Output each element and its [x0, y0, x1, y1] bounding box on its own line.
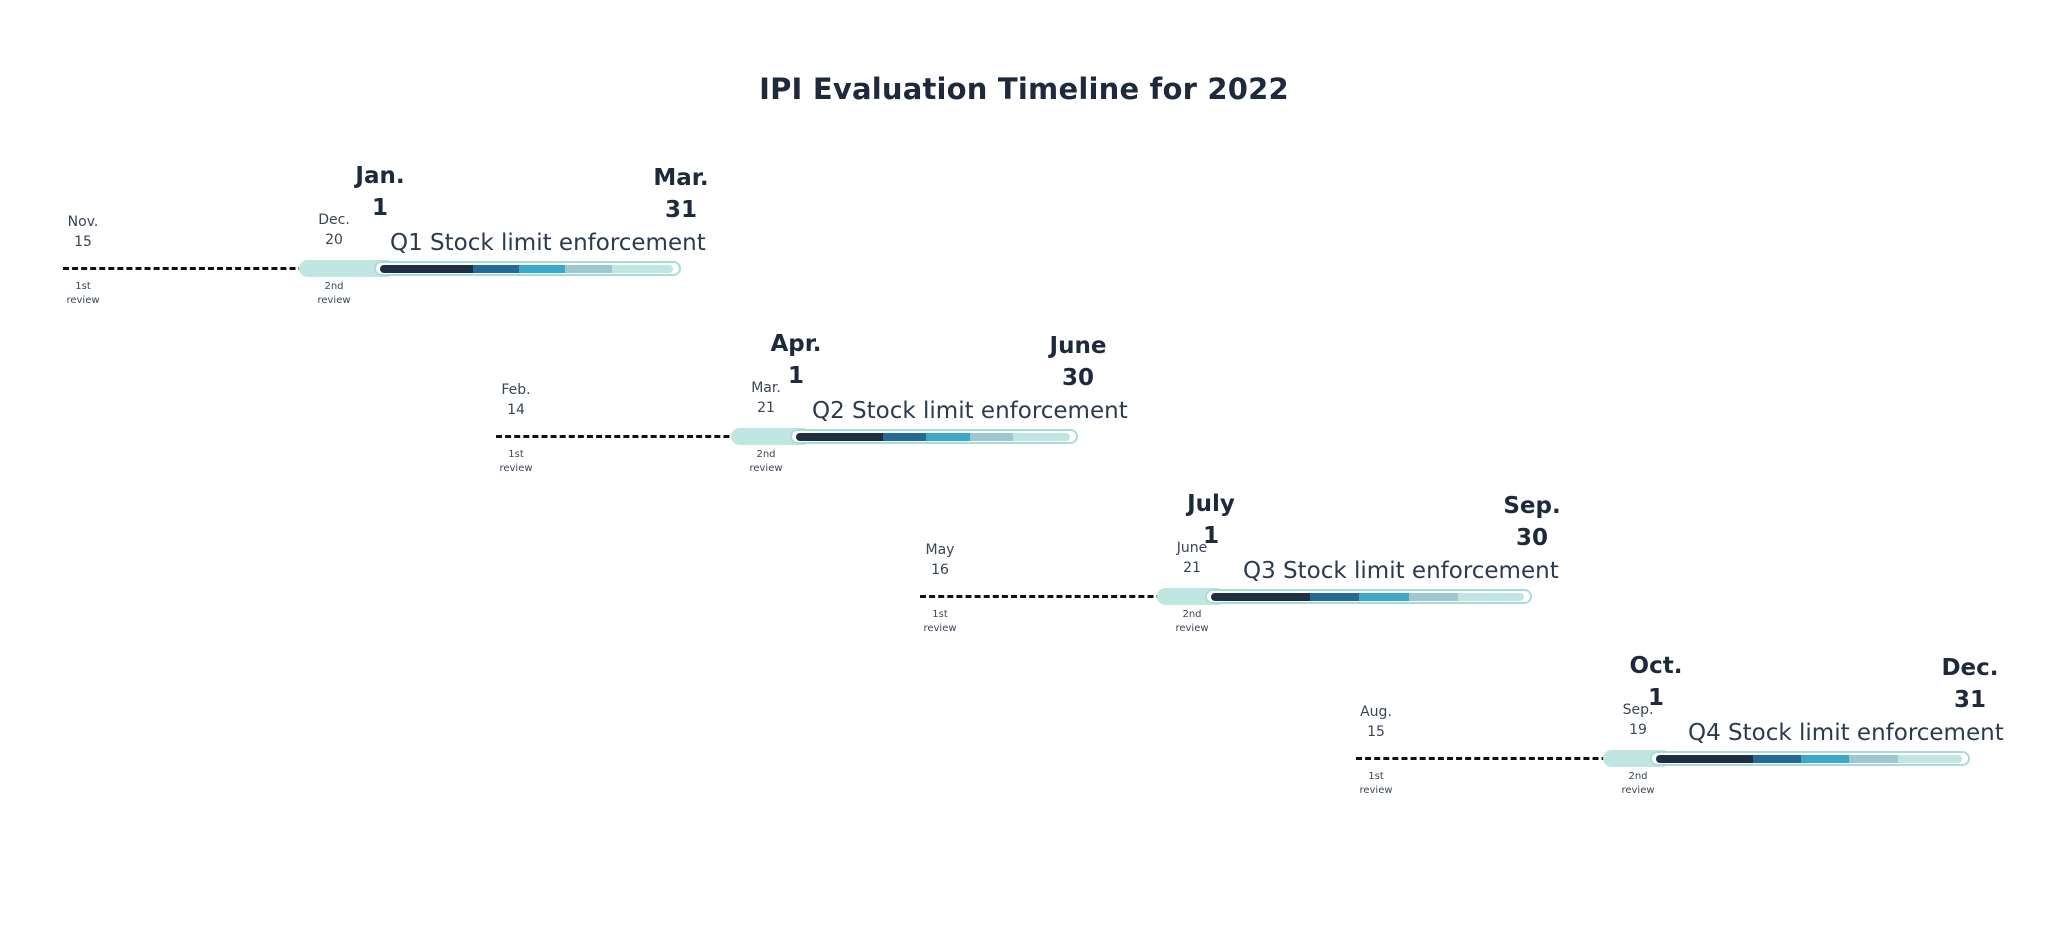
first-review-month: Aug.: [1360, 704, 1392, 720]
first-review-day: 15: [1367, 724, 1385, 740]
first-review-caption: 1st: [932, 609, 948, 620]
second-review-caption: 2nd: [1628, 771, 1648, 782]
page-title: IPI Evaluation Timeline for 2022: [759, 72, 1289, 106]
progress-band-3: [926, 433, 970, 441]
progress-band-5: [1457, 593, 1524, 601]
quarter-start-day: 1: [1202, 523, 1220, 549]
quarter-start-day: 1: [1647, 685, 1665, 711]
quarter-end-month: June: [1049, 333, 1107, 359]
enforcement-label: Q2 Stock limit enforcement: [812, 398, 1128, 424]
progress-band-4: [969, 433, 1013, 441]
first-review-day: 15: [74, 234, 92, 250]
progress-band-5: [611, 265, 673, 273]
second-review-caption: 2nd: [756, 449, 776, 460]
quarter-end-month: Dec.: [1941, 655, 1999, 681]
progress-band-1: [380, 265, 473, 273]
progress-band-1: [1211, 593, 1310, 601]
second-review-month: Mar.: [751, 380, 781, 396]
first-review-month: May: [925, 542, 955, 558]
enforcement-label: Q1 Stock limit enforcement: [390, 230, 706, 256]
progress-band-3: [1800, 755, 1850, 763]
first-review-caption: review: [1359, 785, 1393, 796]
progress-band-5: [1897, 755, 1962, 763]
quarter-end-day: 30: [1515, 525, 1549, 551]
review-dashed-line: [496, 435, 784, 438]
progress-band-2: [1309, 593, 1360, 601]
review-dashed-line: [63, 267, 368, 270]
quarter-start-day: 1: [371, 195, 389, 221]
first-review-caption: 1st: [508, 449, 524, 460]
enforcement-label: Q4 Stock limit enforcement: [1688, 720, 2004, 746]
first-review-month: Nov.: [67, 214, 99, 230]
second-review-day: 21: [1183, 560, 1201, 576]
first-review-caption: 1st: [1368, 771, 1384, 782]
first-review-caption: 1st: [75, 281, 91, 292]
first-review-day: 14: [507, 402, 525, 418]
second-review-day: 20: [325, 232, 343, 248]
first-review-caption: review: [66, 295, 100, 306]
second-review-caption: review: [317, 295, 351, 306]
progress-band-4: [565, 265, 612, 273]
second-review-month: Dec.: [318, 212, 350, 228]
quarter-end-month: Sep.: [1503, 493, 1561, 519]
quarter-start-month: July: [1187, 491, 1235, 517]
progress-band-1: [796, 433, 883, 441]
quarter-end-day: 31: [1953, 687, 1987, 713]
progress-band-2: [472, 265, 519, 273]
first-review-month: Feb.: [501, 382, 531, 398]
progress-band-3: [518, 265, 566, 273]
quarter-end-month: Mar.: [653, 165, 709, 191]
first-review-caption: review: [923, 623, 957, 634]
second-review-caption: 2nd: [324, 281, 344, 292]
first-review-caption: review: [499, 463, 533, 474]
review-dashed-line: [920, 595, 1199, 598]
quarter-start-day: 1: [787, 363, 805, 389]
quarter-end-day: 31: [664, 197, 698, 223]
progress-band-5: [1012, 433, 1070, 441]
quarter-end-day: 30: [1061, 365, 1095, 391]
quarter-row-q1: Nov. 15 1st review Dec. 20 2nd review Jan. 1 Mar. 3…: [0, 163, 2048, 328]
second-review-month: Sep.: [1622, 702, 1654, 718]
quarter-start-month: Jan.: [355, 163, 405, 189]
second-review-caption: review: [1175, 623, 1209, 634]
progress-band-4: [1408, 593, 1458, 601]
second-review-caption: 2nd: [1182, 609, 1202, 620]
quarter-start-month: Apr.: [770, 331, 822, 357]
quarter-row-q3: May 16 1st review June 21 2nd review July 1 Sep. 30…: [0, 491, 2048, 656]
first-review-day: 16: [931, 562, 949, 578]
quarter-row-q2: Feb. 14 1st review Mar. 21 2nd review Apr. 1 June 3…: [0, 331, 2048, 496]
progress-band-2: [1752, 755, 1801, 763]
second-review-caption: review: [749, 463, 783, 474]
review-dashed-line: [1356, 757, 1644, 760]
progress-band-4: [1849, 755, 1898, 763]
enforcement-label: Q3 Stock limit enforcement: [1243, 558, 1559, 584]
progress-band-1: [1656, 755, 1753, 763]
second-review-month: June: [1176, 540, 1208, 556]
second-review-day: 19: [1629, 722, 1647, 738]
progress-band-2: [882, 433, 927, 441]
second-review-caption: review: [1621, 785, 1655, 796]
second-review-pill: [299, 260, 395, 277]
second-review-day: 21: [757, 400, 775, 416]
quarter-row-q4: Aug. 15 1st review Sep. 19 2nd review Oct. 1 Dec. 3…: [0, 653, 2048, 818]
quarter-start-month: Oct.: [1629, 653, 1683, 679]
progress-band-3: [1359, 593, 1409, 601]
